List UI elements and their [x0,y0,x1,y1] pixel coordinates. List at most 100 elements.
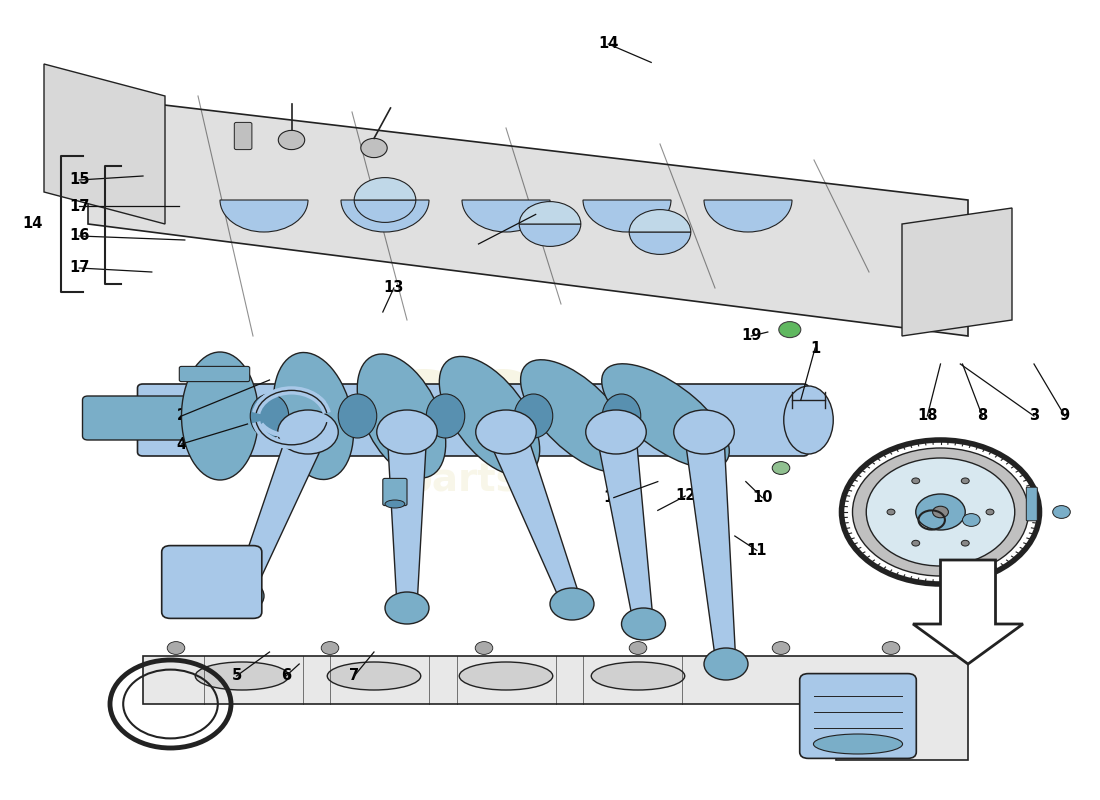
Ellipse shape [328,662,420,690]
FancyBboxPatch shape [162,546,262,618]
Circle shape [779,322,801,338]
Wedge shape [519,224,581,246]
Text: 7: 7 [349,669,360,683]
Text: 6: 6 [280,669,292,683]
Ellipse shape [385,592,429,624]
Circle shape [915,494,966,530]
Ellipse shape [813,734,902,754]
Circle shape [887,509,895,515]
Polygon shape [232,428,327,598]
Wedge shape [629,232,691,254]
Ellipse shape [251,394,288,438]
Text: 11: 11 [747,543,767,558]
Wedge shape [704,200,792,232]
Wedge shape [462,200,550,232]
Ellipse shape [515,394,552,438]
FancyBboxPatch shape [234,122,252,150]
Ellipse shape [602,364,729,468]
Polygon shape [596,430,653,625]
Text: 14: 14 [598,37,618,51]
Circle shape [321,642,339,654]
Wedge shape [354,200,416,222]
Text: 17: 17 [69,199,89,214]
Wedge shape [583,200,671,232]
Text: 12: 12 [675,489,695,503]
Circle shape [167,642,185,654]
Circle shape [475,642,493,654]
Wedge shape [519,202,581,224]
Text: 19: 19 [741,329,761,343]
Polygon shape [44,64,165,224]
Text: 2: 2 [176,409,187,423]
Text: 10: 10 [752,490,772,505]
Circle shape [772,462,790,474]
Ellipse shape [385,500,405,508]
Circle shape [986,509,994,515]
Polygon shape [387,432,427,608]
Text: parts: parts [405,461,519,499]
FancyBboxPatch shape [383,478,407,506]
Text: 5: 5 [231,669,242,683]
Ellipse shape [783,386,834,454]
Ellipse shape [621,608,665,640]
Ellipse shape [460,662,552,690]
Text: 3: 3 [1028,409,1040,423]
Ellipse shape [812,712,882,736]
Text: 4: 4 [176,437,187,451]
Circle shape [867,458,1014,566]
Ellipse shape [274,353,353,479]
Circle shape [882,642,900,654]
Text: 14: 14 [23,217,43,231]
Ellipse shape [278,410,339,454]
Text: GQ: GQ [378,367,546,465]
Polygon shape [143,656,968,760]
Circle shape [912,478,920,484]
Ellipse shape [339,394,376,438]
Text: 1: 1 [810,341,821,355]
Ellipse shape [585,410,647,454]
Text: 17: 17 [69,261,89,275]
Ellipse shape [550,588,594,620]
Text: 18: 18 [917,409,937,423]
Circle shape [1053,506,1070,518]
FancyBboxPatch shape [138,384,808,456]
Ellipse shape [196,662,288,690]
Text: 15: 15 [69,173,89,187]
Text: 8: 8 [977,409,988,423]
Wedge shape [629,210,691,232]
Circle shape [772,642,790,654]
Ellipse shape [358,354,446,478]
Circle shape [933,506,948,518]
Polygon shape [684,431,736,665]
Circle shape [962,514,980,526]
Polygon shape [487,428,582,606]
Circle shape [278,130,305,150]
Text: 10: 10 [604,490,624,505]
Ellipse shape [602,394,640,438]
Text: 16: 16 [69,229,89,243]
Ellipse shape [376,410,438,454]
Ellipse shape [220,580,264,612]
Polygon shape [902,208,1012,336]
Text: 9: 9 [1059,409,1070,423]
Text: 13: 13 [384,281,404,295]
Ellipse shape [427,394,465,438]
Circle shape [912,540,920,546]
Polygon shape [913,560,1023,664]
Circle shape [852,448,1028,576]
Wedge shape [354,178,416,200]
Circle shape [961,478,969,484]
Circle shape [629,642,647,654]
FancyBboxPatch shape [82,396,192,440]
Ellipse shape [520,360,635,472]
Circle shape [961,540,969,546]
FancyBboxPatch shape [179,366,250,382]
Ellipse shape [182,352,258,480]
Circle shape [361,138,387,158]
FancyBboxPatch shape [800,674,916,758]
Ellipse shape [673,410,735,454]
Text: 10: 10 [526,207,546,222]
Wedge shape [341,200,429,232]
Polygon shape [88,96,968,336]
Ellipse shape [475,410,537,454]
